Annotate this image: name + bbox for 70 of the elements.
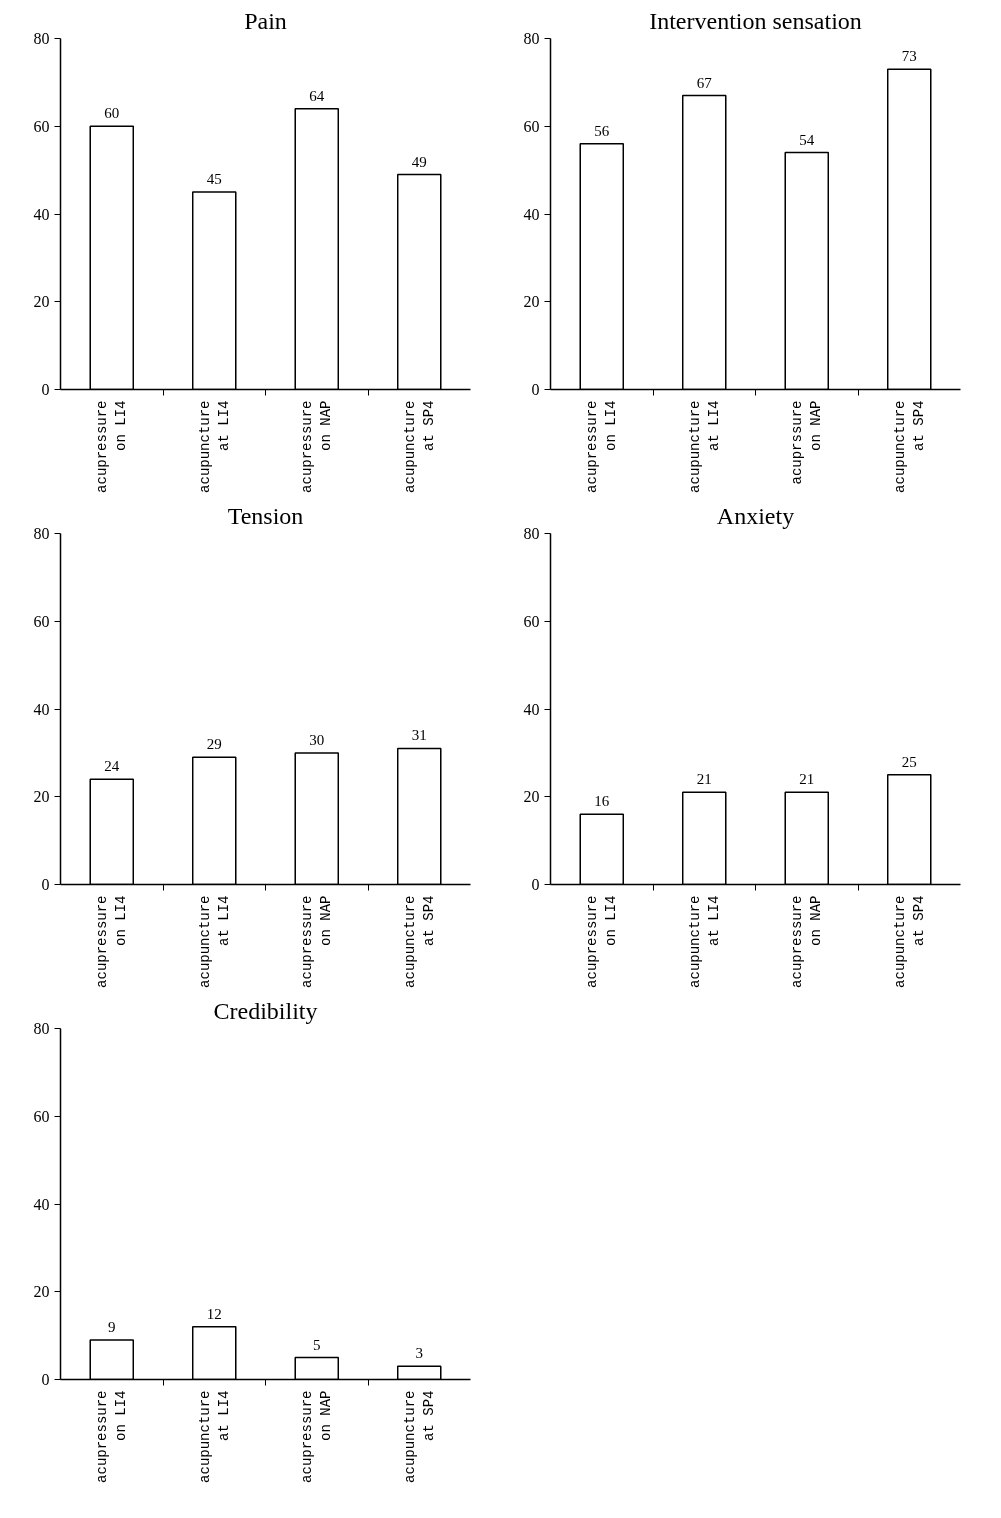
x-tick-label: acupuncture at SP4 [401, 1390, 437, 1483]
y-tick-label: 60 [33, 1107, 50, 1125]
x-tick-label: acupressure on NAP [789, 895, 825, 988]
y-tick-label: 80 [33, 525, 50, 542]
data-label: 60 [104, 105, 120, 122]
data-label: 9 [108, 1319, 116, 1336]
x-tick-label: acupuncture at LI4 [196, 1390, 232, 1483]
y-tick-label: 80 [33, 1020, 50, 1037]
data-label: 29 [206, 736, 222, 753]
x-tick-label: acupressure on LI4 [94, 1390, 130, 1483]
data-label: 16 [594, 793, 610, 810]
chart-title: Anxiety [716, 502, 795, 529]
data-label: 12 [206, 1305, 222, 1322]
chart-title: Credibility [213, 997, 318, 1024]
y-tick-label: 20 [523, 788, 540, 806]
data-label: 31 [411, 727, 427, 744]
data-label: 30 [309, 731, 325, 748]
y-tick-label: 40 [33, 700, 50, 718]
y-tick-label: 40 [33, 1195, 50, 1213]
x-tick-label: acupressure on LI4 [94, 400, 130, 493]
y-tick-label: 40 [523, 205, 540, 223]
y-tick-label: 80 [33, 30, 50, 47]
chart-title: Tension [227, 502, 304, 529]
y-tick-label: 60 [33, 117, 50, 135]
x-tick-label: acupuncture at LI4 [196, 895, 232, 988]
y-tick-label: 0 [531, 876, 540, 893]
x-tick-label: acuprssure on NAP [789, 400, 825, 485]
x-tick-label: acupuncture at LI4 [686, 400, 722, 493]
x-tick-label: acupuncture at LI4 [196, 400, 232, 493]
y-tick-label: 20 [33, 1283, 50, 1301]
x-tick-label: acupuncture at SP4 [891, 895, 927, 988]
data-label: 21 [799, 771, 815, 788]
data-label: 67 [696, 74, 713, 91]
x-tick-label: acupuncture at LI4 [686, 895, 722, 988]
y-tick-label: 80 [523, 30, 540, 47]
y-tick-label: 0 [531, 381, 540, 398]
y-tick-label: 60 [33, 612, 50, 630]
data-label: 73 [901, 48, 917, 65]
y-tick-label: 40 [523, 700, 540, 718]
x-tick-label: acupressure on LI4 [584, 895, 620, 988]
data-label: 25 [901, 753, 917, 770]
y-tick-label: 80 [523, 525, 540, 542]
y-tick-label: 0 [41, 1371, 50, 1388]
x-tick-label: acupressure on NAP [299, 895, 335, 988]
y-tick-label: 20 [33, 788, 50, 806]
x-tick-label: acupressure on LI4 [94, 895, 130, 988]
x-tick-label: acupuncture at SP4 [401, 400, 437, 493]
x-tick-label: acupressure on LI4 [584, 400, 620, 493]
y-tick-label: 20 [33, 293, 50, 311]
y-tick-label: 0 [41, 381, 50, 398]
data-label: 21 [696, 771, 712, 788]
data-label: 64 [309, 87, 325, 104]
chart-title: Intervention sensation [649, 7, 862, 34]
data-label: 45 [206, 171, 222, 188]
y-tick-label: 60 [523, 117, 540, 135]
data-label: 24 [104, 758, 120, 775]
data-label: 49 [411, 153, 427, 170]
y-tick-label: 20 [523, 293, 540, 311]
y-tick-label: 0 [41, 876, 50, 893]
y-tick-label: 40 [33, 205, 50, 223]
y-tick-label: 60 [523, 612, 540, 630]
data-label: 3 [415, 1345, 423, 1362]
x-tick-label: acupressure on NAP [299, 1390, 335, 1483]
chart-title: Pain [244, 7, 287, 34]
x-tick-label: acupressure on NAP [299, 400, 335, 493]
data-label: 54 [799, 131, 815, 148]
data-label: 5 [313, 1336, 321, 1353]
data-label: 56 [594, 122, 610, 139]
x-tick-label: acupuncture at SP4 [891, 400, 927, 493]
x-tick-label: acupuncture at SP4 [401, 895, 437, 988]
